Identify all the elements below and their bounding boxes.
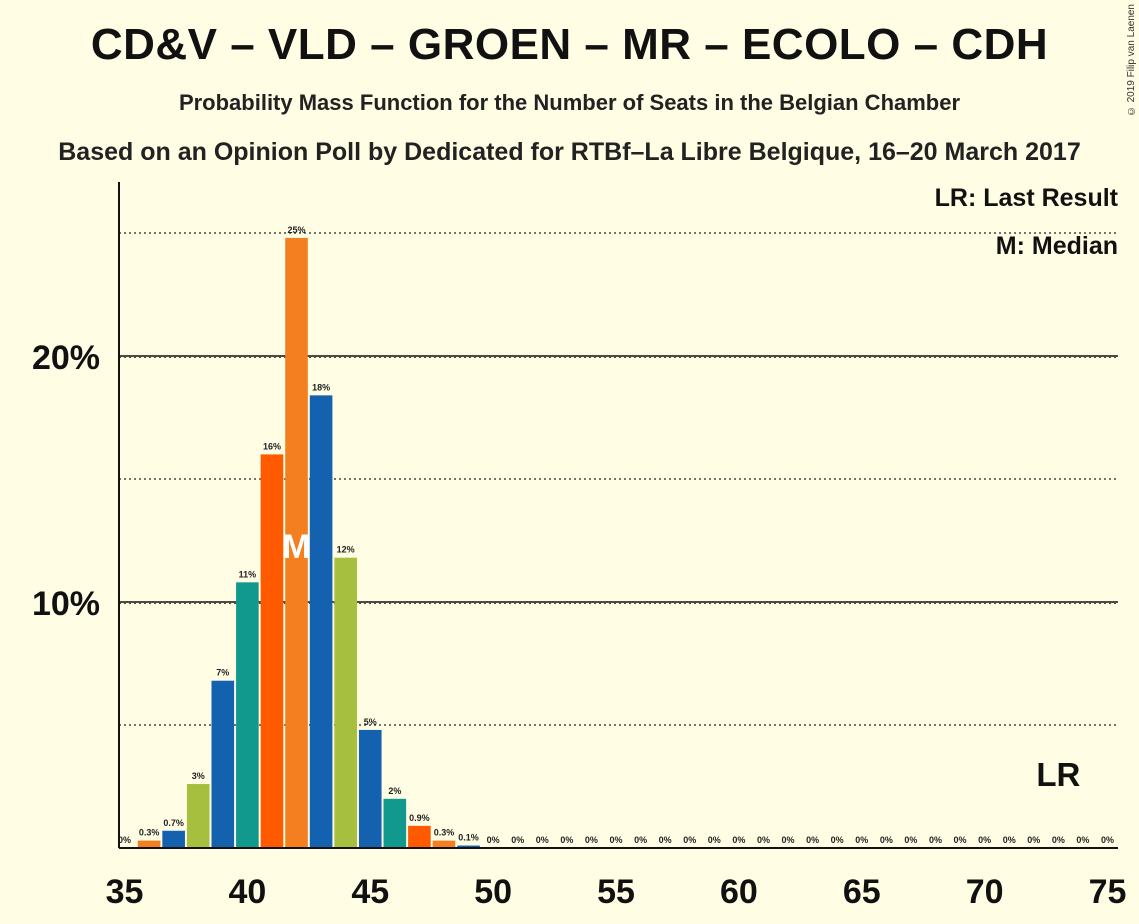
chart-source: Based on an Opinion Poll by Dedicated fo… [58, 138, 1081, 166]
bar-value-label: 0.1% [458, 833, 479, 843]
bar-value-label: 0% [708, 835, 721, 845]
x-tick-label: 60 [720, 873, 758, 911]
bar-value-label: 0% [904, 835, 917, 845]
bar-seat-43 [309, 395, 333, 848]
bar-value-label: 0% [929, 835, 942, 845]
bar-value-label: 0% [536, 835, 549, 845]
bar-value-label: 0% [732, 835, 745, 845]
bar-value-label: 2% [388, 786, 401, 796]
bar-value-label: 7% [216, 668, 229, 678]
chart-subtitle: Probability Mass Function for the Number… [178, 90, 961, 115]
bar-value-label: 0.3% [434, 828, 455, 838]
bar-value-label: 0.3% [139, 828, 160, 838]
bar-value-label: 0% [683, 835, 696, 845]
x-tick-label: 55 [597, 873, 635, 911]
x-tick-label: 65 [843, 873, 881, 911]
bar-value-label: 0% [1076, 835, 1089, 845]
bar-value-label: 0.7% [163, 818, 184, 828]
bar-value-label: 0% [609, 835, 622, 845]
bar-seat-49 [457, 845, 480, 848]
bar-seat-47 [408, 825, 431, 848]
bar-seat-45 [358, 729, 382, 848]
median-marker: M [282, 528, 310, 566]
bar-seat-46 [383, 798, 407, 848]
bar-seat-41 [260, 454, 284, 848]
bar-value-label: 0% [757, 835, 770, 845]
x-tick-label: 75 [1089, 873, 1127, 911]
bar-value-label: 0% [560, 835, 573, 845]
bar-value-label: 0% [487, 835, 500, 845]
bar-value-label: 25% [288, 225, 306, 235]
bar-value-label: 0% [585, 835, 598, 845]
bar-value-label: 0% [511, 835, 524, 845]
y-tick-label: 20% [32, 339, 100, 377]
bar-seat-44 [334, 557, 357, 848]
x-tick-label: 35 [106, 873, 144, 911]
x-tick-label: 40 [228, 873, 266, 911]
bar-value-label: 0% [855, 835, 868, 845]
x-tick-label: 50 [474, 873, 512, 911]
legend-median: M: Median [995, 232, 1118, 260]
x-tick-label: 45 [351, 873, 389, 911]
bar-value-label: 0% [880, 835, 893, 845]
bar-value-label: 5% [364, 717, 377, 727]
bar-seat-39 [211, 680, 235, 848]
bar-seat-48 [432, 840, 456, 848]
bar-value-label: 16% [263, 441, 281, 451]
bar-value-label: 11% [239, 569, 257, 579]
bar-value-label: 0% [831, 835, 844, 845]
bar-value-label: 0% [118, 835, 131, 845]
bar-value-label: 0% [1101, 835, 1114, 845]
bar-value-label: 0% [659, 835, 672, 845]
bar-value-label: 0% [954, 835, 967, 845]
bar-value-label: 0% [1027, 835, 1040, 845]
bar-value-label: 0% [634, 835, 647, 845]
x-tick-label: 70 [966, 873, 1004, 911]
bar-seat-37 [162, 830, 185, 848]
bar-seat-36 [137, 840, 161, 848]
bar-value-label: 0% [978, 835, 991, 845]
bar-value-label: 0% [782, 835, 795, 845]
bar-value-label: 0.9% [409, 813, 430, 823]
bar-value-label: 0% [806, 835, 819, 845]
bar-value-label: 18% [312, 382, 330, 392]
bar-seat-38 [186, 784, 210, 848]
bar-value-label: 0% [1052, 835, 1065, 845]
bar-value-label: 0% [1003, 835, 1016, 845]
y-tick-label: 10% [32, 585, 100, 623]
legend-last-result: LR: Last Result [934, 184, 1118, 212]
bar-value-label: 3% [192, 771, 205, 781]
chart-title: CD&V – VLD – GROEN – MR – ECOLO – CDH [90, 20, 1049, 69]
last-result-marker: LR [1036, 756, 1080, 793]
bar-seat-40 [236, 582, 259, 848]
bar-value-label: 12% [337, 545, 355, 555]
bar-seat-42 [285, 237, 308, 849]
